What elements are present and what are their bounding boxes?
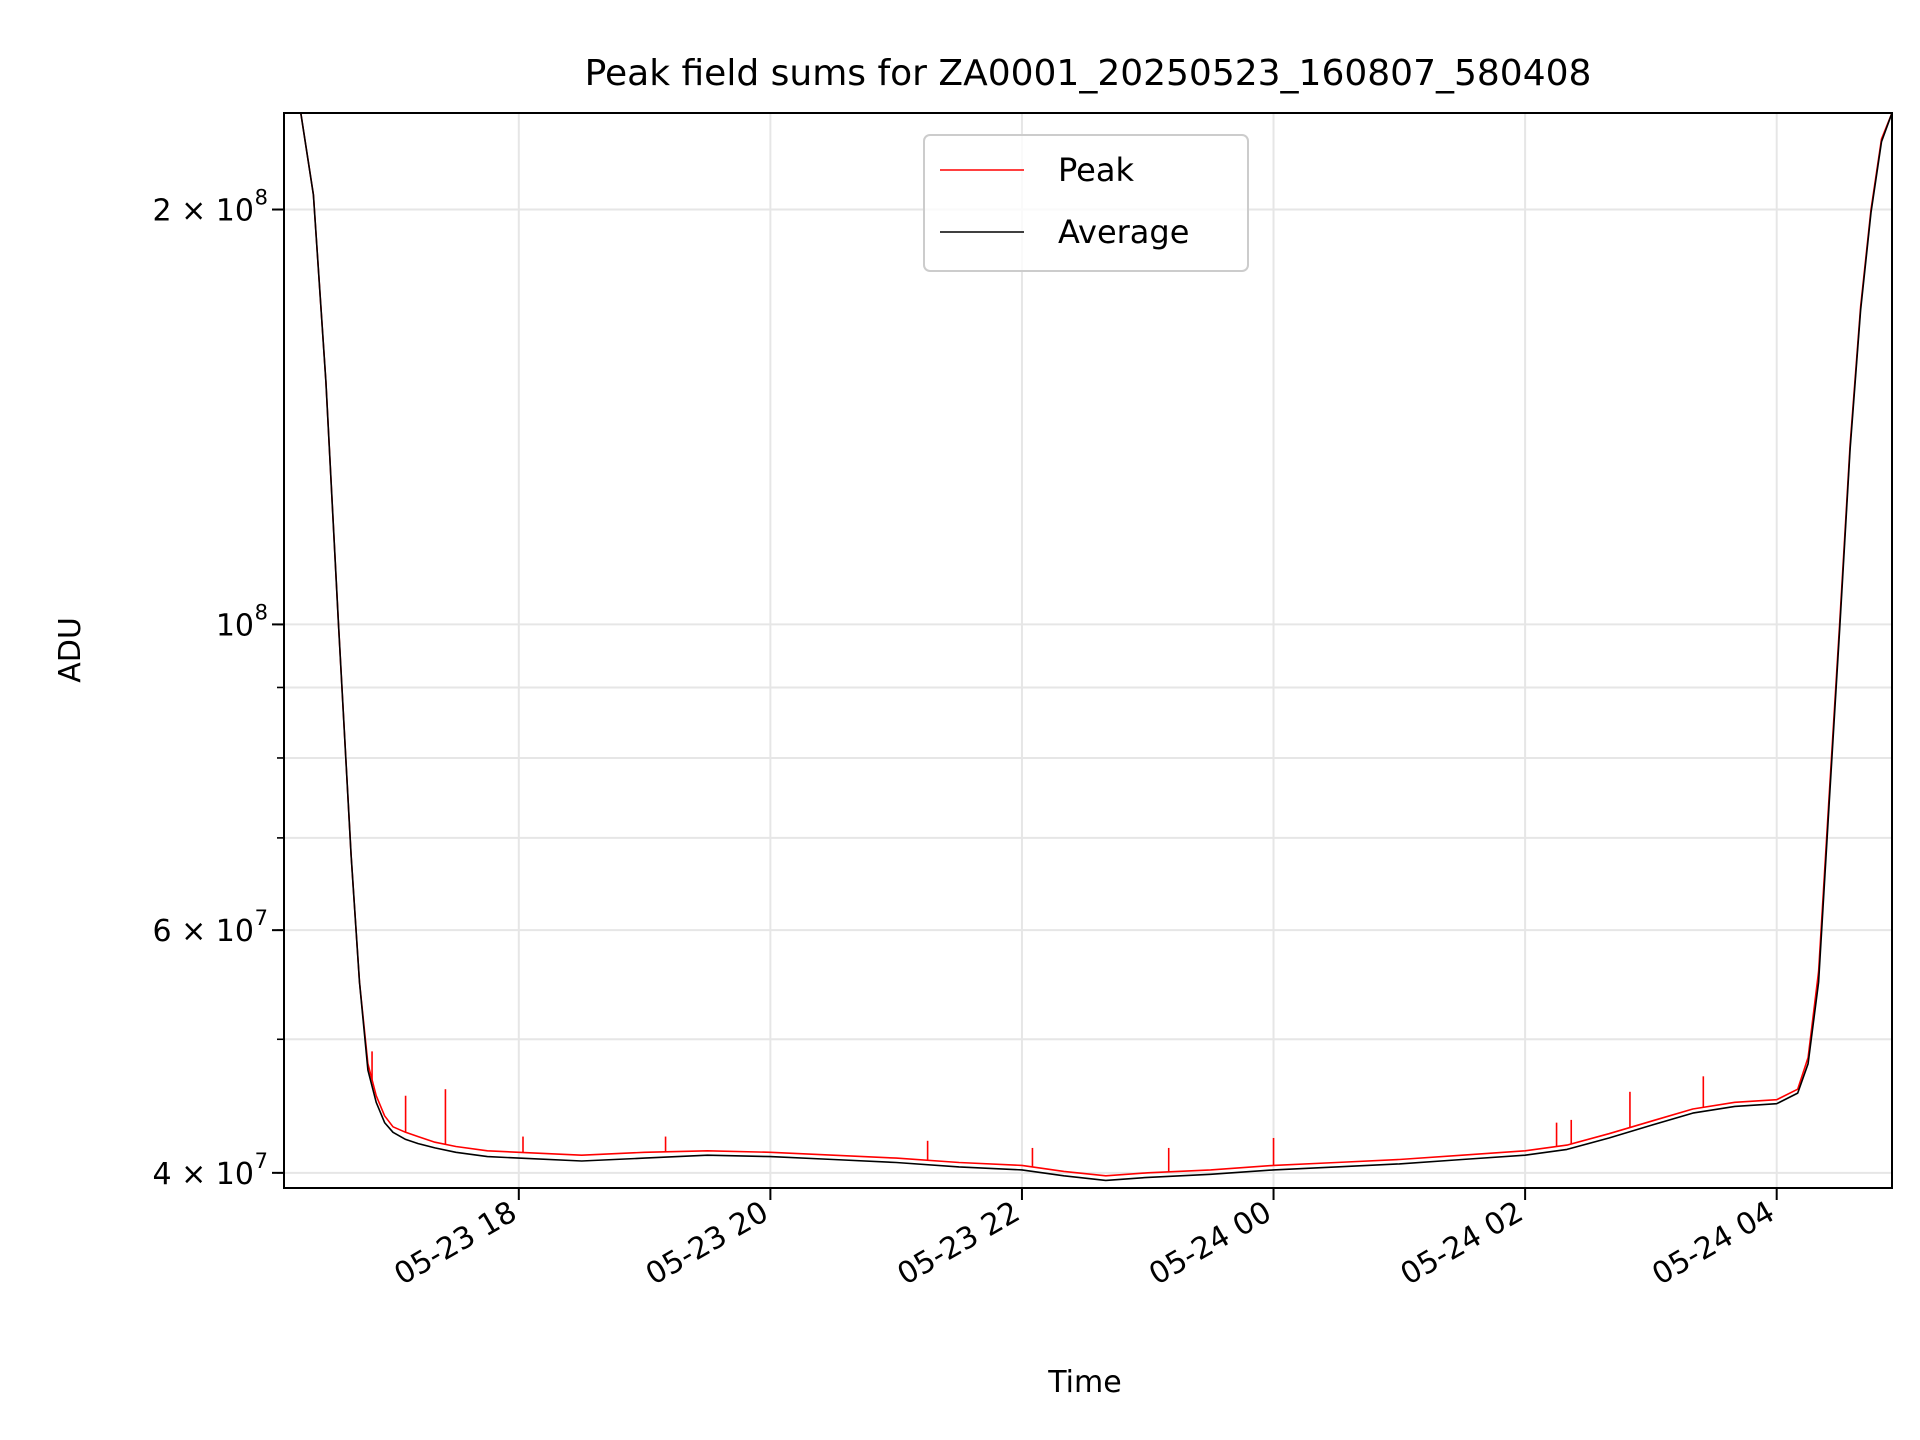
y-tick-label: 2 × 10 — [153, 194, 254, 229]
legend-label-peak: Peak — [1058, 151, 1134, 189]
y-tick-exponent: 8 — [255, 600, 268, 624]
y-tick-label: 10 — [216, 608, 254, 643]
series-line-average — [284, 113, 1892, 1182]
legend: Peak Average — [923, 134, 1249, 272]
grid — [284, 113, 1892, 1188]
y-tick-label: 4 × 10 — [153, 1157, 254, 1192]
y-tick-exponent: 8 — [255, 186, 268, 210]
chart-title: Peak field sums for ZA0001_20250523_1608… — [585, 53, 1592, 94]
series-layer — [284, 113, 1892, 1182]
y-axis-label: ADU — [53, 617, 88, 683]
y-tick-label: 6 × 10 — [153, 914, 254, 949]
y-tick-exponent: 7 — [255, 906, 268, 930]
legend-box — [923, 134, 1249, 272]
plot-area — [284, 113, 1892, 1182]
series-line-peak — [284, 113, 1892, 1177]
y-tick-exponent: 7 — [255, 1149, 268, 1173]
axes-frame — [283, 112, 1893, 1189]
x-axis-label: Time — [1047, 1365, 1121, 1400]
legend-label-average: Average — [1058, 213, 1189, 251]
